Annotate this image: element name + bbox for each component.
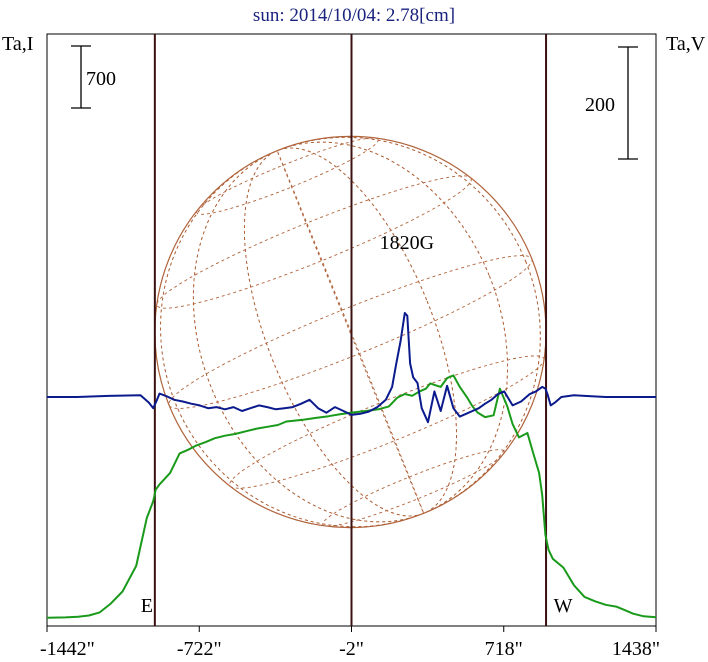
longitude-line bbox=[243, 147, 457, 517]
left-axis-label: Ta,I bbox=[2, 33, 33, 55]
longitude-line bbox=[192, 141, 508, 523]
x-axis: -1442" -722" -2" 718" 1438" bbox=[40, 626, 660, 660]
x-tick-label: -1442" bbox=[40, 638, 95, 660]
longitude-line bbox=[192, 141, 508, 523]
intensity-series-line bbox=[46, 374, 657, 619]
latitude-line bbox=[196, 137, 379, 215]
latitude-line bbox=[229, 355, 545, 489]
x-tick-label: -2" bbox=[339, 638, 364, 660]
latitude-line bbox=[156, 175, 472, 309]
latitude-line bbox=[322, 449, 505, 527]
x-tick-label: 718" bbox=[485, 638, 523, 660]
x-tick-label: 1438" bbox=[612, 638, 660, 660]
left-scale-bar bbox=[71, 45, 91, 109]
longitude-line bbox=[160, 136, 541, 528]
right-scale-bar bbox=[618, 46, 638, 160]
longitude-line bbox=[160, 136, 541, 528]
limb-label: W bbox=[554, 595, 573, 617]
x-tick-label: -722" bbox=[177, 638, 222, 660]
limb-label: E bbox=[141, 595, 153, 617]
peak-annotation: 1820G bbox=[380, 232, 434, 254]
latitude-line bbox=[168, 255, 533, 409]
left-scale-label: 700 bbox=[86, 68, 116, 90]
data-series bbox=[46, 312, 657, 619]
chart-title: sun: 2014/10/04: 2.78[cm] bbox=[253, 5, 455, 26]
right-axis-label: Ta,V bbox=[666, 33, 706, 55]
right-scale-label: 200 bbox=[585, 94, 615, 116]
solar-disk bbox=[154, 135, 547, 529]
polarization-series-line bbox=[47, 312, 656, 424]
longitude-line bbox=[243, 147, 457, 517]
disk-limb-circle bbox=[154, 135, 547, 529]
